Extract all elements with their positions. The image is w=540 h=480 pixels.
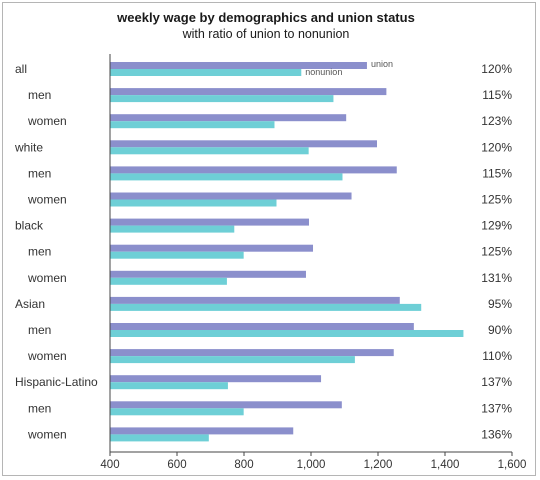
x-tick-label: 1,400 bbox=[431, 459, 460, 471]
bar-union bbox=[110, 375, 322, 383]
ratio-label: 115% bbox=[482, 88, 512, 102]
ratio-label: 131% bbox=[481, 271, 512, 285]
x-tick-label: 1,600 bbox=[498, 459, 527, 471]
bar-union bbox=[110, 323, 414, 330]
bar-nonunion bbox=[110, 199, 277, 207]
bar-union bbox=[110, 244, 314, 252]
bar-union bbox=[110, 401, 342, 409]
category-label: white bbox=[14, 140, 43, 154]
category-label: black bbox=[15, 219, 44, 233]
x-axis-ticks: 400 600 800 1,000 1,200 1,400 1,600 bbox=[100, 452, 526, 471]
category-label: women bbox=[27, 193, 67, 207]
ratio-label: 136% bbox=[481, 427, 512, 441]
ratio-label: 95% bbox=[488, 297, 512, 311]
bar-union bbox=[110, 114, 347, 122]
category-label: Hispanic-Latino bbox=[15, 375, 98, 389]
series-name-label: union bbox=[371, 59, 393, 69]
ratio-label: 125% bbox=[481, 193, 512, 207]
bar-union bbox=[110, 166, 397, 174]
bar-nonunion bbox=[110, 95, 334, 103]
bar-union bbox=[110, 140, 377, 148]
category-label: women bbox=[27, 349, 67, 363]
bar-nonunion bbox=[110, 69, 302, 76]
x-tick-label: 1,200 bbox=[364, 459, 393, 471]
bar-nonunion bbox=[110, 356, 355, 364]
bar-nonunion bbox=[110, 277, 227, 285]
bars-layer: union nonunion bbox=[110, 59, 464, 442]
bar-union bbox=[110, 296, 400, 304]
ratio-label: 125% bbox=[481, 245, 512, 259]
bar-nonunion bbox=[110, 408, 244, 416]
category-label: Asian bbox=[15, 297, 45, 311]
x-tick-label: 1,000 bbox=[297, 459, 326, 471]
bar-nonunion bbox=[110, 147, 309, 155]
ratio-label: 110% bbox=[482, 349, 512, 363]
ratio-label: 137% bbox=[481, 375, 512, 389]
category-label: men bbox=[28, 88, 51, 102]
series-name-label: nonunion bbox=[305, 67, 342, 77]
category-label: all bbox=[15, 62, 27, 76]
ratio-label: 120% bbox=[481, 140, 512, 154]
ratio-label: 115% bbox=[482, 166, 512, 180]
x-tick-label: 600 bbox=[167, 459, 186, 471]
category-label: women bbox=[27, 427, 67, 441]
bar-nonunion bbox=[110, 225, 235, 233]
ratio-label: 123% bbox=[481, 114, 512, 128]
bar-union bbox=[110, 88, 387, 96]
chart-frame bbox=[2, 2, 536, 476]
x-tick-label: 800 bbox=[234, 459, 253, 471]
category-label: women bbox=[27, 271, 67, 285]
bar-nonunion bbox=[110, 434, 209, 442]
bar-union bbox=[110, 270, 306, 278]
category-label: men bbox=[28, 245, 51, 259]
chart-subtitle: with ratio of union to nonunion bbox=[182, 27, 350, 41]
category-label: men bbox=[28, 401, 51, 415]
chart-title: weekly wage by demographics and union st… bbox=[116, 10, 415, 25]
category-label: men bbox=[28, 323, 51, 337]
bar-nonunion bbox=[110, 173, 343, 181]
ratio-label: 90% bbox=[488, 323, 512, 337]
bar-nonunion bbox=[110, 251, 244, 259]
bar-nonunion bbox=[110, 303, 422, 311]
bar-union bbox=[110, 427, 294, 435]
category-labels: allmenwomenwhitemenwomenblackmenwomenAsi… bbox=[14, 62, 98, 441]
bar-union bbox=[110, 349, 394, 357]
category-label: women bbox=[27, 114, 67, 128]
bar-union bbox=[110, 192, 352, 200]
ratio-label: 120% bbox=[481, 62, 512, 76]
ratio-label: 129% bbox=[481, 219, 512, 233]
category-label: men bbox=[28, 166, 51, 180]
x-tick-label: 400 bbox=[100, 459, 119, 471]
bar-nonunion bbox=[110, 121, 275, 129]
bar-nonunion bbox=[110, 382, 228, 390]
bar-union bbox=[110, 218, 309, 226]
ratio-labels: 120% 115% 123% 120% 115% 125% 129% 125% 131% 95% 9… bbox=[481, 62, 512, 441]
ratio-label: 137% bbox=[481, 401, 512, 415]
bar-nonunion bbox=[110, 330, 464, 337]
bar-union bbox=[110, 62, 367, 69]
